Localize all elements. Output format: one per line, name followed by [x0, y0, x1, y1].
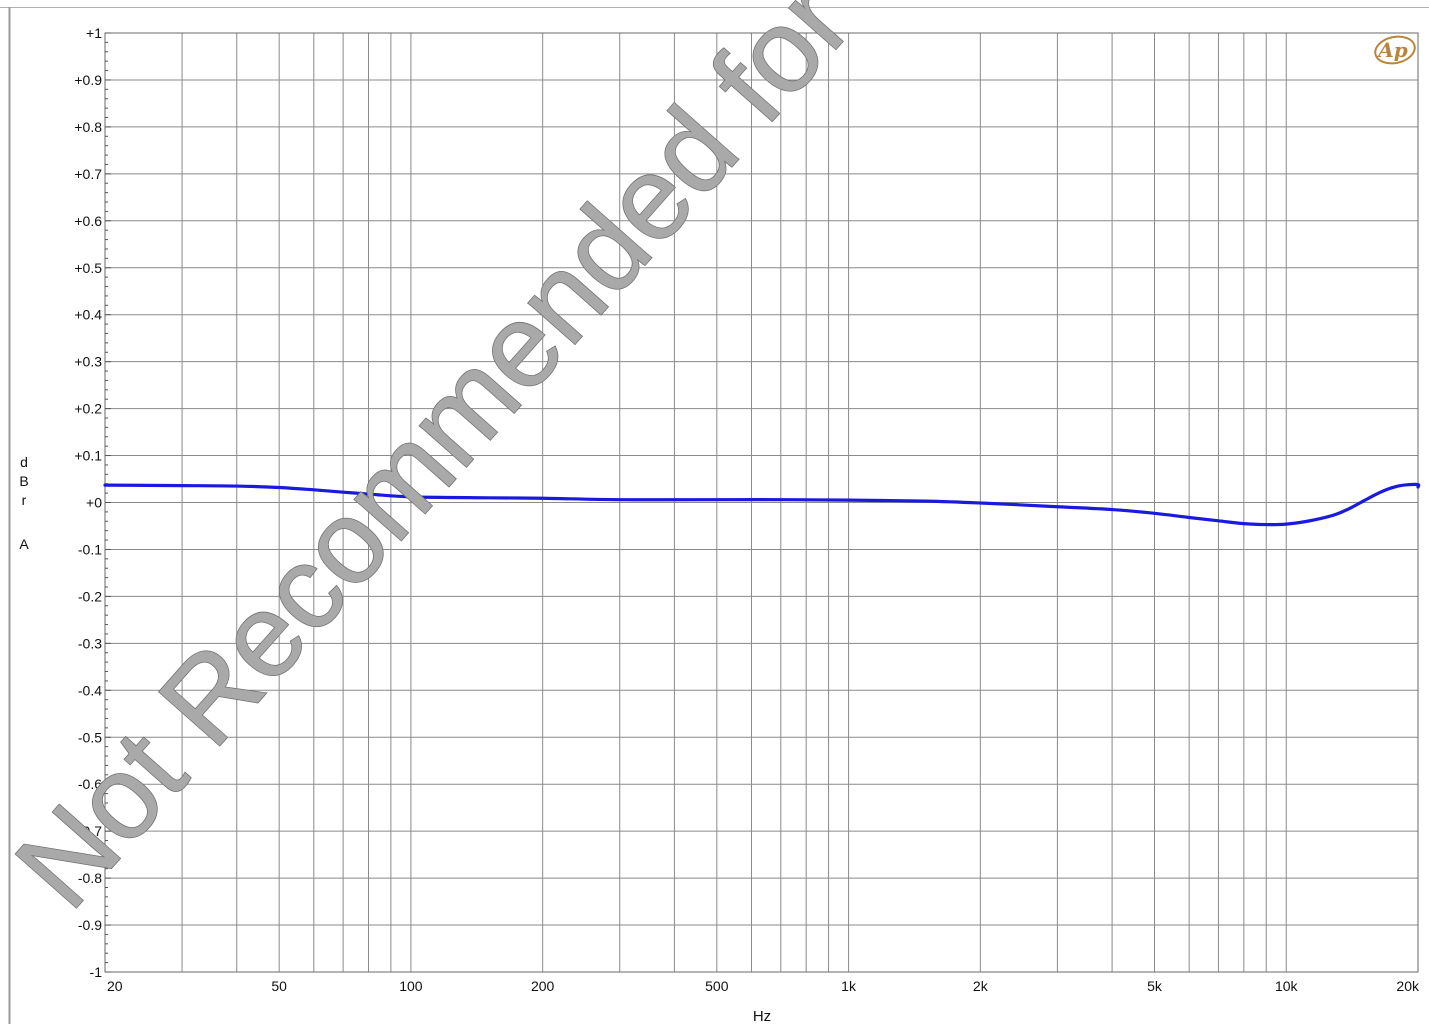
- plot-grid: [104, 32, 1419, 973]
- y-axis-label-letter: A: [19, 536, 29, 552]
- ap-logo-text: Ap: [1376, 38, 1408, 62]
- y-tick-label: +0.4: [74, 307, 102, 323]
- x-axis-ticks: 20 50 100 200 500 1k 2k 5k 10k 20k: [107, 978, 1420, 994]
- ap-logo: Ap: [1374, 35, 1416, 65]
- ap-logo-swoosh: [1374, 35, 1416, 65]
- y-tick-label: +0.3: [74, 354, 102, 370]
- x-tick-label: 10k: [1275, 978, 1299, 994]
- y-axis-label: dBr A: [19, 454, 29, 552]
- y-tick-label: -0.4: [78, 682, 102, 698]
- y-axis-label-letter: d: [20, 454, 28, 470]
- y-axis-label-letter: B: [19, 473, 28, 489]
- y-tick-label: +0.5: [74, 260, 102, 276]
- y-tick-label: +0.7: [74, 166, 102, 182]
- y-axis-label-letter: r: [22, 492, 27, 508]
- y-tick-label: +0.2: [74, 401, 102, 417]
- y-tick-label: -0.8: [78, 870, 102, 886]
- x-tick-label: 2k: [973, 978, 989, 994]
- y-tick-label: +0.8: [74, 119, 102, 135]
- series-line: [103, 482, 1421, 527]
- x-axis-label: Hz: [753, 1008, 771, 1024]
- x-tick-label: 50: [271, 978, 287, 994]
- x-tick-label: 100: [399, 978, 423, 994]
- y-tick-label: +0.6: [74, 213, 102, 229]
- y-tick-label: -0.2: [78, 588, 102, 604]
- y-tick-label: -1: [90, 964, 103, 980]
- x-tick-label: 20k: [1396, 978, 1420, 994]
- x-tick-label: 20: [107, 978, 123, 994]
- y-tick-label: +0.1: [74, 448, 102, 464]
- y-tick-label: -0.1: [78, 541, 102, 557]
- y-tick-label: +0.9: [74, 72, 102, 88]
- y-tick-label: -0.7: [78, 823, 102, 839]
- x-tick-label: 500: [705, 978, 729, 994]
- y-tick-label: -0.9: [78, 917, 102, 933]
- series-layer: [103, 482, 1421, 527]
- x-tick-label: 1k: [841, 978, 857, 994]
- y-tick-label: +0: [86, 495, 102, 511]
- y-tick-label: +1: [86, 25, 102, 41]
- y-tick-label: -0.6: [78, 776, 102, 792]
- x-tick-label: 5k: [1147, 978, 1163, 994]
- x-tick-label: 200: [531, 978, 555, 994]
- y-tick-label: -0.3: [78, 635, 102, 651]
- y-axis-ticks: +1 +0.9 +0.8 +0.7 +0.6 +0.5 +0.4 +0.3 +0.2 +0.1 +0…: [74, 25, 102, 980]
- y-tick-label: -0.5: [78, 729, 102, 745]
